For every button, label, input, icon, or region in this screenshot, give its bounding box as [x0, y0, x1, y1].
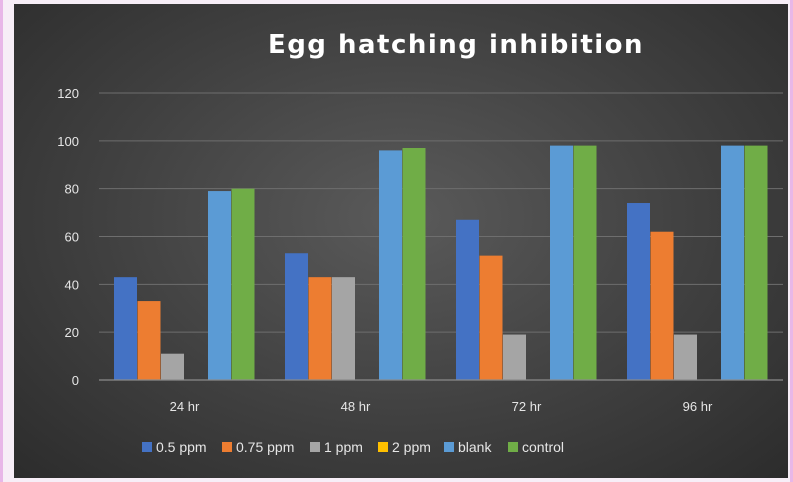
- legend: 0.5 ppm 0.75 ppm 1 ppm 2 ppm blank control: [142, 439, 564, 455]
- y-tick-label: 60: [65, 230, 79, 245]
- bar-0-5-ppm: [627, 203, 650, 380]
- legend-swatch: [508, 442, 518, 452]
- x-tick-label: 72 hr: [512, 399, 542, 414]
- bar-control: [402, 148, 426, 380]
- x-tick-label: 48 hr: [341, 399, 371, 414]
- bar-1-ppm: [161, 353, 184, 380]
- y-tick-label: 80: [65, 182, 79, 197]
- legend-swatch: [444, 442, 454, 452]
- bar-blank: [550, 145, 573, 380]
- bar-chart: 0 20 40 60 80 100 120 24 hr 48 hr 72 hr 96 hr 0.5…: [57, 86, 783, 455]
- x-axis-tick-labels: 24 hr 48 hr 72 hr 96 hr: [170, 399, 713, 414]
- y-axis-tick-labels: 0 20 40 60 80 100 120: [57, 86, 79, 388]
- bar-control: [744, 145, 768, 380]
- chart-title: Egg hatching inhibition: [267, 30, 645, 60]
- gridlines: [99, 92, 783, 333]
- chart-area: Egg hatching inhibition 0 20 40 60 80 100 120 …: [14, 4, 788, 478]
- x-tick-label: 96 hr: [683, 399, 713, 414]
- y-tick-label: 100: [57, 134, 79, 149]
- legend-item: 1 ppm: [310, 439, 363, 455]
- bar-1-ppm: [674, 334, 697, 380]
- bar-blank: [721, 145, 744, 380]
- bar-0-75-ppm: [137, 301, 161, 380]
- bar-control: [231, 188, 255, 380]
- y-tick-label: 120: [57, 86, 79, 101]
- legend-swatch: [378, 442, 388, 452]
- legend-label: blank: [458, 439, 492, 455]
- legend-label: 0.75 ppm: [236, 439, 294, 455]
- bar-0-75-ppm: [650, 231, 674, 380]
- legend-label: 0.5 ppm: [156, 439, 207, 455]
- bar-0-5-ppm: [285, 253, 308, 380]
- bar-0-5-ppm: [456, 219, 479, 380]
- x-tick-label: 24 hr: [170, 399, 200, 414]
- legend-label: control: [522, 439, 564, 455]
- bar-1-ppm: [503, 334, 526, 380]
- legend-swatch: [222, 442, 232, 452]
- bar-0-75-ppm: [479, 255, 503, 380]
- bar-0-75-ppm: [308, 277, 332, 380]
- legend-item: control: [508, 439, 564, 455]
- legend-item: blank: [444, 439, 492, 455]
- bar-control: [573, 145, 597, 380]
- legend-label: 1 ppm: [324, 439, 363, 455]
- legend-item: 0.75 ppm: [222, 439, 294, 455]
- bars: [114, 145, 768, 380]
- y-tick-label: 20: [65, 325, 79, 340]
- bar-1-ppm: [332, 277, 355, 380]
- bar-blank: [379, 150, 402, 380]
- legend-swatch: [310, 442, 320, 452]
- bar-blank: [208, 191, 231, 380]
- legend-label: 2 ppm: [392, 439, 431, 455]
- bar-0-5-ppm: [114, 277, 137, 380]
- legend-swatch: [142, 442, 152, 452]
- y-tick-label: 0: [72, 373, 79, 388]
- y-tick-label: 40: [65, 277, 79, 292]
- legend-item: 2 ppm: [378, 439, 431, 455]
- legend-item: 0.5 ppm: [142, 439, 207, 455]
